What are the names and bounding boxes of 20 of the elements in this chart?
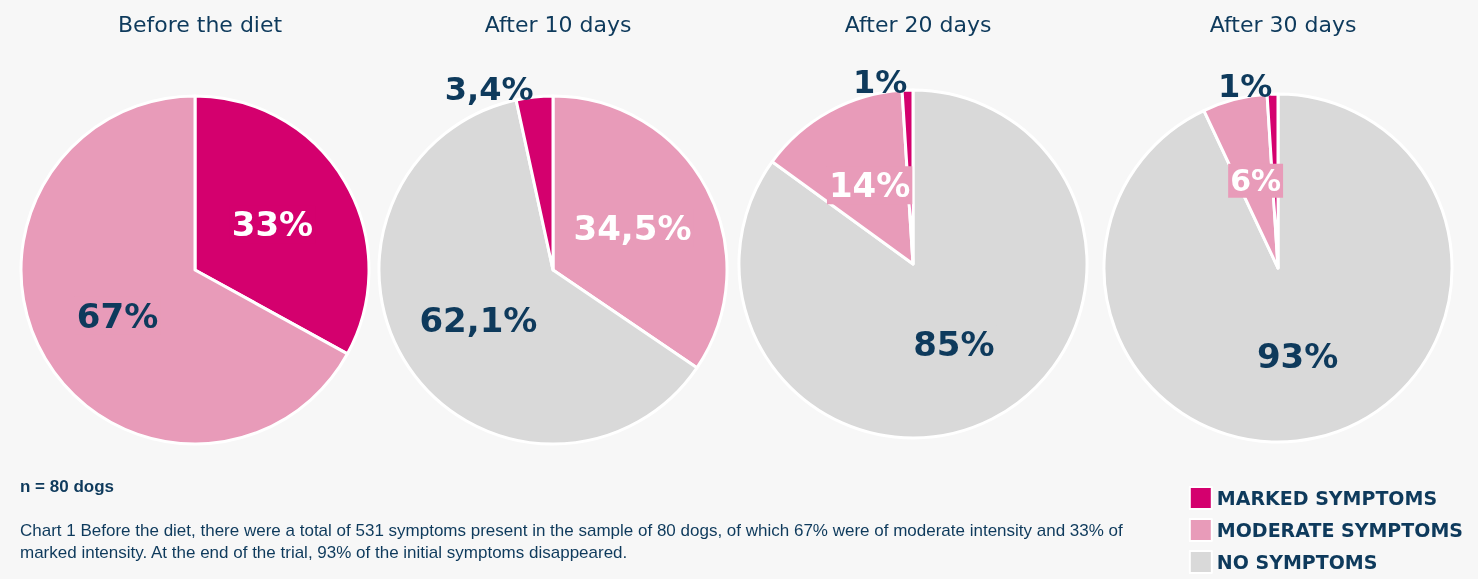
legend-label: MARKED SYMPTOMS (1216, 487, 1438, 509)
data-label: 6% (1230, 163, 1282, 199)
data-label: 1% (852, 63, 908, 102)
legend-label: MODERATE SYMPTOMS (1216, 519, 1463, 541)
data-label: 85% (913, 324, 995, 365)
data-label: 34,5% (573, 207, 692, 248)
chart-title: After 20 days (844, 11, 992, 37)
chart-title: After 30 days (1209, 11, 1357, 37)
chart-title: Before the diet (117, 11, 283, 37)
legend-label: NO SYMPTOMS (1216, 551, 1378, 573)
data-label: 67% (76, 295, 159, 336)
chart-title: After 10 days (484, 11, 632, 37)
data-label: 14% (828, 165, 911, 206)
data-label: 62,1% (419, 300, 538, 341)
data-label: 1% (1217, 67, 1273, 106)
caption: Chart 1 Before the diet, there were a total of 531 symptoms present in the sample of 80 dogs, of which 67% were of moderate intensity and 33% of marked intensity. At the end of the trial, 93% of the initial symptoms disappeared. (20, 520, 1124, 564)
text: n = 80 dogs (20, 476, 115, 498)
data-label: 3,4% (444, 70, 534, 109)
data-label: 93% (1256, 335, 1339, 376)
data-label: 33% (231, 204, 314, 245)
